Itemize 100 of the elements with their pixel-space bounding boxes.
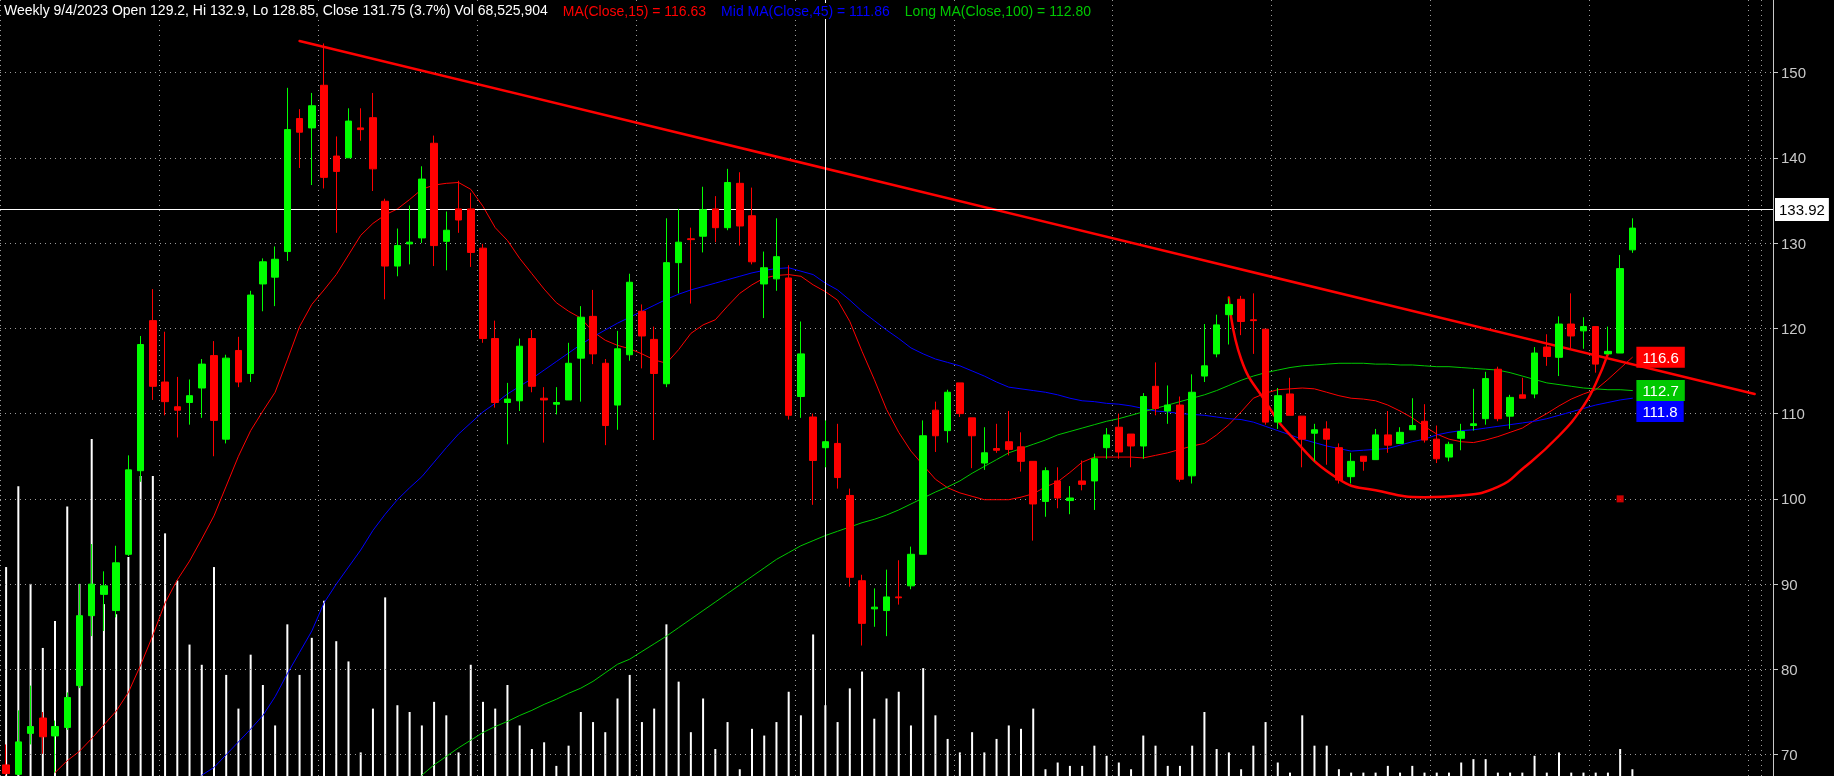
bar xyxy=(922,668,925,776)
bar xyxy=(592,722,595,776)
text: Long MA(Close,100) = 112.80 xyxy=(904,3,1092,19)
bar xyxy=(1301,715,1304,776)
candlestick xyxy=(296,108,303,169)
bar xyxy=(225,674,228,776)
candlestick xyxy=(687,227,695,305)
candlestick xyxy=(345,107,352,159)
bar xyxy=(384,597,387,776)
candlestick xyxy=(981,426,988,471)
bar xyxy=(1276,762,1279,776)
candlestick xyxy=(871,587,878,628)
bar xyxy=(653,708,656,776)
candlestick xyxy=(1005,410,1013,456)
candlestick xyxy=(210,340,218,457)
bar xyxy=(481,701,484,776)
bar xyxy=(1117,762,1120,776)
bar xyxy=(139,476,142,776)
candlestick xyxy=(186,378,193,426)
candlestick xyxy=(577,305,585,403)
bar xyxy=(1215,749,1218,776)
candlestick xyxy=(479,243,487,344)
bar xyxy=(1227,752,1230,776)
bar xyxy=(506,685,509,776)
data-label: 112.7 xyxy=(1642,382,1679,400)
candlestick xyxy=(968,417,976,469)
candlestick xyxy=(333,135,340,234)
candlestick xyxy=(1384,410,1392,454)
candlestick xyxy=(663,217,670,388)
bar xyxy=(885,698,888,776)
candlestick xyxy=(956,382,964,418)
candlestick xyxy=(247,290,254,383)
bar xyxy=(934,715,937,776)
candlestick xyxy=(1323,420,1330,466)
bar xyxy=(1558,752,1561,776)
candlestick xyxy=(748,187,756,265)
bar xyxy=(1533,755,1536,776)
bar xyxy=(1166,765,1169,776)
candlestick xyxy=(1567,292,1575,350)
candlestick xyxy=(467,192,475,268)
candlestick xyxy=(993,423,1000,454)
bar xyxy=(958,752,961,776)
bar xyxy=(1472,759,1475,776)
candlestick xyxy=(1616,254,1624,354)
candlestick xyxy=(1201,323,1208,383)
bar xyxy=(286,624,289,776)
candlestick xyxy=(712,195,719,243)
candlestick xyxy=(907,546,915,590)
candlestick xyxy=(919,419,927,555)
candlestick xyxy=(271,245,279,307)
bar xyxy=(995,738,998,776)
candlestick xyxy=(1409,397,1416,431)
bar xyxy=(763,735,766,776)
candlestick xyxy=(1506,394,1514,430)
bar xyxy=(1484,759,1487,776)
bar xyxy=(1325,745,1328,776)
candlestick xyxy=(895,559,902,606)
bar xyxy=(579,711,582,776)
bar xyxy=(1411,765,1414,776)
bar xyxy=(200,664,203,776)
candlestick xyxy=(858,574,866,647)
candlestick xyxy=(1531,346,1538,399)
bar xyxy=(543,742,546,776)
candlestick xyxy=(222,354,230,444)
bar xyxy=(971,732,974,776)
bar xyxy=(457,752,460,776)
candlestick xyxy=(1091,453,1098,511)
y-tick-label: 130 xyxy=(1781,234,1807,252)
y-tick-label: 100 xyxy=(1781,490,1807,508)
candlestick xyxy=(1164,384,1171,425)
y-tick-label: 80 xyxy=(1781,660,1798,678)
bar xyxy=(298,674,301,776)
bar xyxy=(323,600,326,776)
candlestick xyxy=(553,386,560,415)
bar xyxy=(555,765,558,776)
candlestick xyxy=(1482,371,1489,426)
bar xyxy=(1191,745,1194,776)
bar xyxy=(347,661,350,776)
candlestick xyxy=(1580,316,1587,350)
candlestick xyxy=(809,413,817,506)
candlestick xyxy=(528,329,536,393)
bar xyxy=(1313,745,1316,776)
bar xyxy=(249,654,252,776)
candlestick xyxy=(797,320,805,419)
candlestick xyxy=(785,264,792,421)
bar xyxy=(237,708,240,776)
candlestick xyxy=(1140,392,1147,460)
candlestick xyxy=(491,320,499,409)
candlestick xyxy=(822,419,829,468)
bar xyxy=(1020,728,1022,776)
candlestick xyxy=(1396,426,1404,444)
bar xyxy=(1337,769,1340,776)
candlestick xyxy=(198,358,206,419)
candlestick xyxy=(1017,431,1025,473)
candlestick xyxy=(516,338,523,412)
candlestick xyxy=(565,342,572,401)
candlestick xyxy=(846,488,854,588)
candlestick xyxy=(1237,295,1245,336)
bar xyxy=(1081,765,1084,776)
candlestick xyxy=(638,303,646,369)
